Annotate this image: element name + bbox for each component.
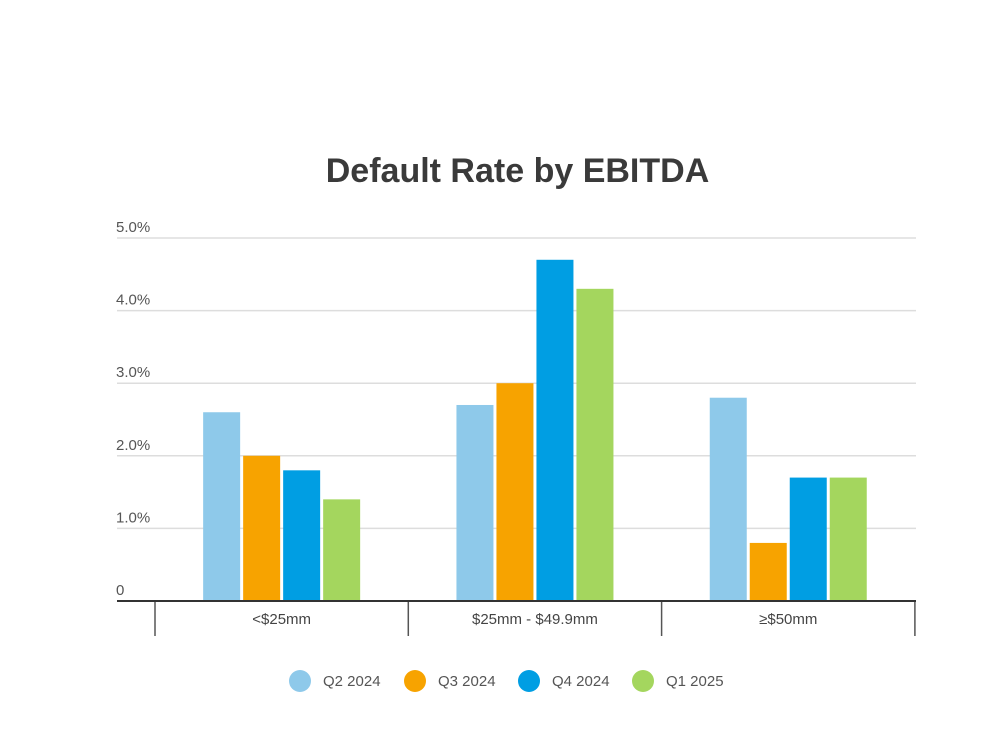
legend-label: Q4 2024: [552, 673, 610, 690]
bar: [323, 499, 361, 601]
legend-swatch: [289, 670, 311, 692]
bar: [709, 397, 747, 601]
y-tick-label: 1.0%: [116, 509, 150, 526]
x-tick-label: $25mm - $49.9mm: [472, 611, 598, 628]
bar: [536, 259, 574, 601]
x-tick-label: ≥$50mm: [759, 611, 817, 628]
bar: [283, 470, 321, 601]
bar: [243, 455, 281, 601]
bar: [456, 404, 494, 601]
y-tick-label: 2.0%: [116, 437, 150, 454]
legend-swatch: [404, 670, 426, 692]
bar: [749, 542, 787, 601]
bar: [576, 288, 614, 601]
bar: [789, 477, 827, 601]
legend-label: Q3 2024: [438, 673, 496, 690]
x-tick-label: <$25mm: [252, 611, 311, 628]
bar: [829, 477, 867, 601]
legend-label: Q2 2024: [323, 673, 381, 690]
bar: [496, 383, 534, 601]
bar: [203, 412, 241, 601]
legend-swatch: [518, 670, 540, 692]
chart-title: Default Rate by EBITDA: [325, 152, 710, 190]
y-tick-label: 4.0%: [116, 292, 150, 309]
legend-label: Q1 2025: [666, 673, 724, 690]
y-tick-label: 0: [116, 582, 124, 599]
legend-swatch: [632, 670, 654, 692]
y-tick-label: 3.0%: [116, 364, 150, 381]
y-tick-label: 5.0%: [116, 219, 150, 236]
